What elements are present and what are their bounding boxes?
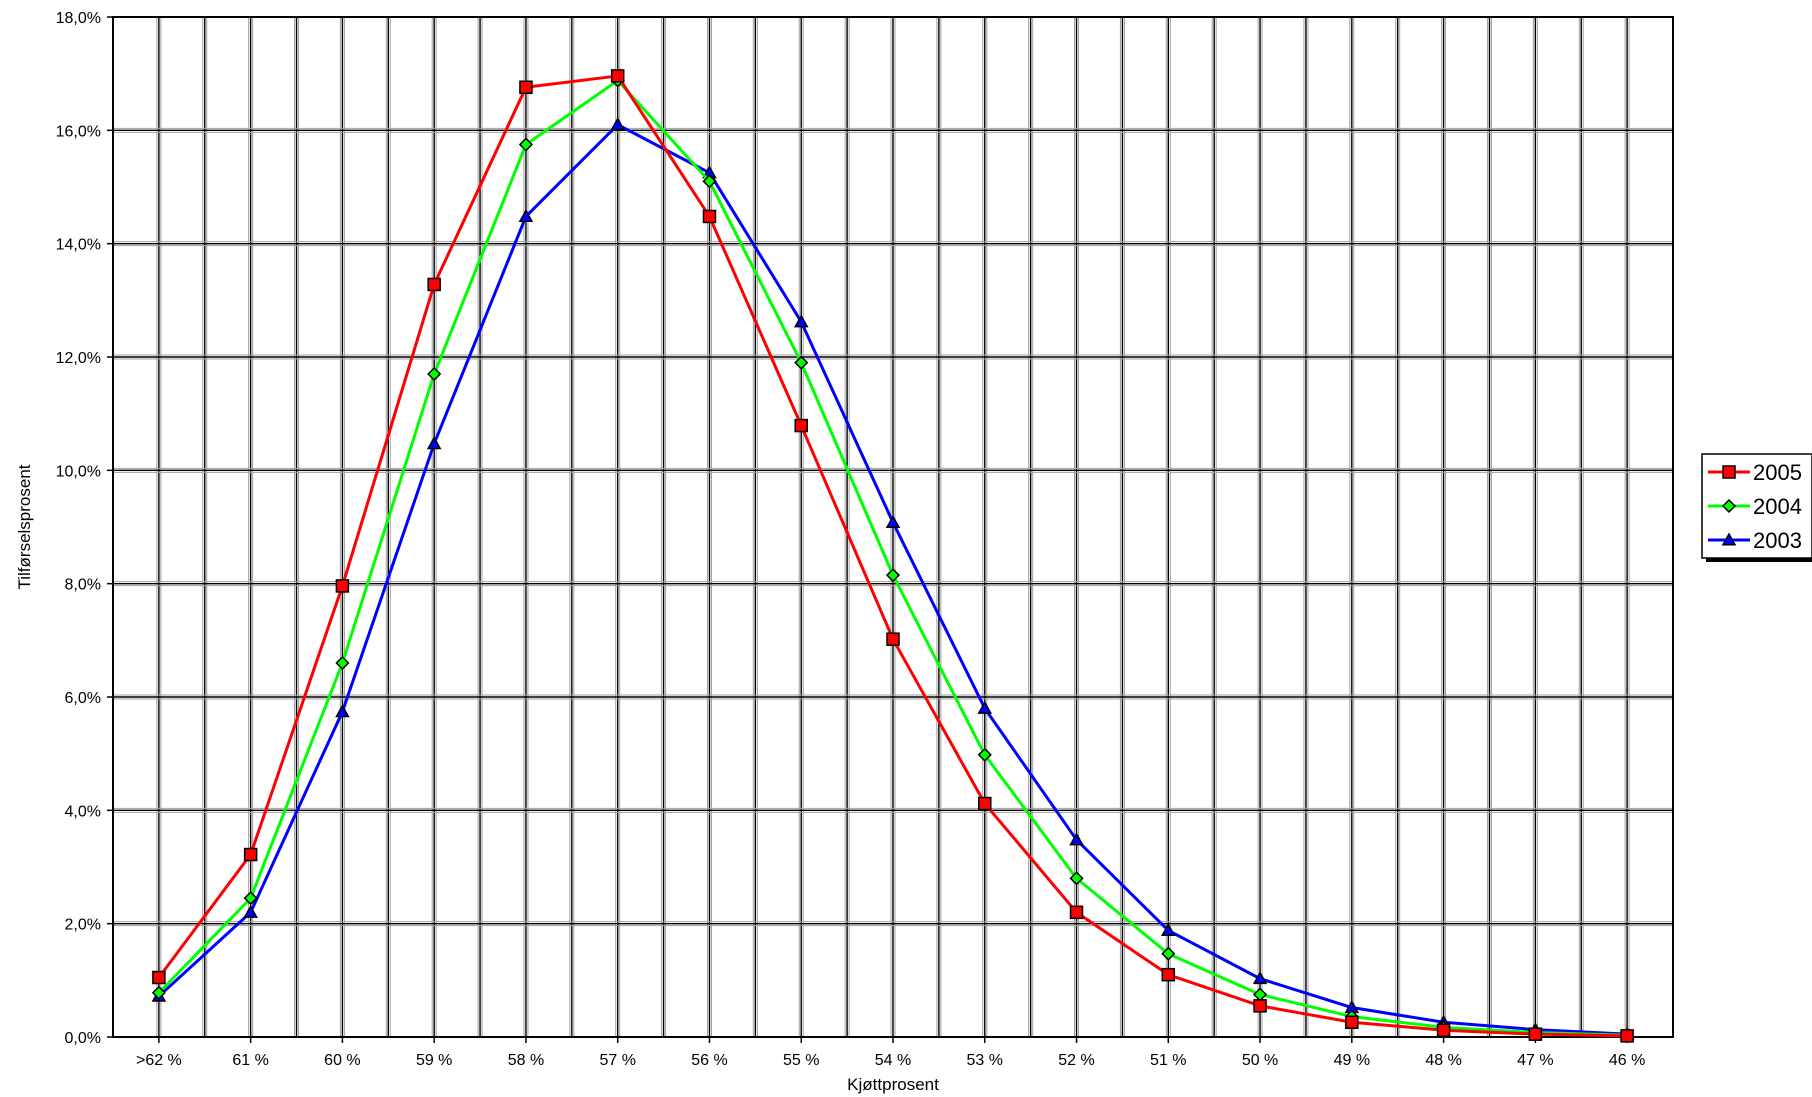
series-2003 <box>151 117 1635 1040</box>
data-point <box>1161 967 1176 982</box>
x-tick-label: 51 % <box>1150 1052 1186 1069</box>
x-axis-label: Kjøttprosent <box>847 1075 939 1094</box>
x-tick-label: 50 % <box>1242 1052 1278 1069</box>
y-tick-label: 8,0% <box>65 577 101 594</box>
data-point <box>978 796 992 811</box>
data-point <box>886 632 900 646</box>
legend-item-2005: 2005 <box>1708 460 1802 485</box>
y-axis-ticks: 0,0% 2,0% 4,0% 6,0% 8,0% 10,0% 12,0% 14,0% 16,0%… <box>56 10 113 1047</box>
data-point <box>1252 987 1268 1002</box>
x-tick-label: 60 % <box>324 1052 360 1069</box>
x-tick-label: 48 % <box>1425 1052 1461 1069</box>
data-point <box>518 137 534 152</box>
data-point <box>335 704 350 718</box>
data-point <box>610 69 625 83</box>
legend-item-2003: 2003 <box>1708 528 1802 553</box>
data-point <box>519 80 533 95</box>
legend: 2005 2004 2003 <box>1701 453 1812 562</box>
x-tick-label: 52 % <box>1058 1052 1094 1069</box>
data-point <box>793 314 809 328</box>
data-point <box>885 514 901 529</box>
x-tick-label: 47 % <box>1517 1052 1553 1069</box>
data-point <box>610 117 625 131</box>
x-tick-label: 55 % <box>783 1052 819 1069</box>
data-point <box>977 747 992 762</box>
legend-item-2004: 2004 <box>1708 494 1802 519</box>
x-tick-label: 49 % <box>1334 1052 1370 1069</box>
data-point <box>1620 1029 1634 1043</box>
data-point <box>1528 1027 1543 1041</box>
data-point <box>1161 946 1176 961</box>
y-tick-label: 10,0% <box>56 463 101 480</box>
data-point <box>1161 922 1176 937</box>
series-2005 <box>152 69 1634 1043</box>
x-tick-label: 56 % <box>691 1052 727 1069</box>
y-tick-label: 16,0% <box>56 123 101 140</box>
data-point <box>977 700 993 714</box>
x-tick-label: >62 % <box>136 1052 182 1069</box>
x-tick-label: 58 % <box>508 1052 544 1069</box>
data-point <box>243 891 258 906</box>
data-point <box>1252 971 1268 985</box>
y-tick-label: 2,0% <box>65 917 101 934</box>
data-point <box>243 904 258 918</box>
data-point <box>702 209 717 224</box>
x-tick-label: 59 % <box>416 1052 452 1069</box>
y-tick-label: 14,0% <box>56 237 101 254</box>
legend-label: 2003 <box>1753 528 1802 553</box>
x-tick-label: 53 % <box>967 1052 1003 1069</box>
data-point <box>426 436 442 450</box>
legend-label: 2004 <box>1753 494 1802 519</box>
x-tick-label: 46 % <box>1609 1052 1645 1069</box>
y-tick-label: 4,0% <box>65 803 101 820</box>
data-point <box>243 847 258 862</box>
data-point <box>1069 832 1084 846</box>
y-tick-label: 6,0% <box>65 690 101 707</box>
data-point <box>1253 999 1267 1013</box>
data-point <box>1069 905 1084 920</box>
data-point <box>518 208 534 223</box>
data-point <box>152 970 166 985</box>
data-point <box>1436 1023 1451 1037</box>
x-tick-label: 57 % <box>599 1052 635 1069</box>
data-point <box>885 568 901 583</box>
grid-lines <box>113 17 1673 1037</box>
data-point <box>794 418 808 433</box>
data-point <box>335 655 350 671</box>
data-point <box>702 174 717 189</box>
data-point <box>335 579 350 593</box>
data-point <box>427 277 441 292</box>
y-axis-label: Tilførselsprosent <box>15 464 34 589</box>
data-point <box>151 985 166 1000</box>
series-2004 <box>151 73 1635 1043</box>
data-series <box>151 69 1635 1043</box>
y-tick-label: 18,0% <box>56 10 101 27</box>
x-tick-label: 54 % <box>875 1052 911 1069</box>
x-axis-ticks: >62 % 61 % 60 % 59 % 58 % 57 % 56 % 55 % 54 % 53 … <box>136 1037 1645 1069</box>
y-tick-label: 0,0% <box>65 1030 101 1047</box>
y-tick-label: 12,0% <box>56 350 101 367</box>
data-point <box>427 366 442 382</box>
data-point <box>1345 1015 1359 1030</box>
x-tick-label: 61 % <box>232 1052 268 1069</box>
legend-marker <box>1721 532 1737 546</box>
legend-label: 2005 <box>1753 460 1802 485</box>
legend-marker <box>1722 465 1736 479</box>
legend-marker <box>1721 498 1737 514</box>
data-point <box>1069 871 1084 886</box>
data-point <box>794 355 809 370</box>
